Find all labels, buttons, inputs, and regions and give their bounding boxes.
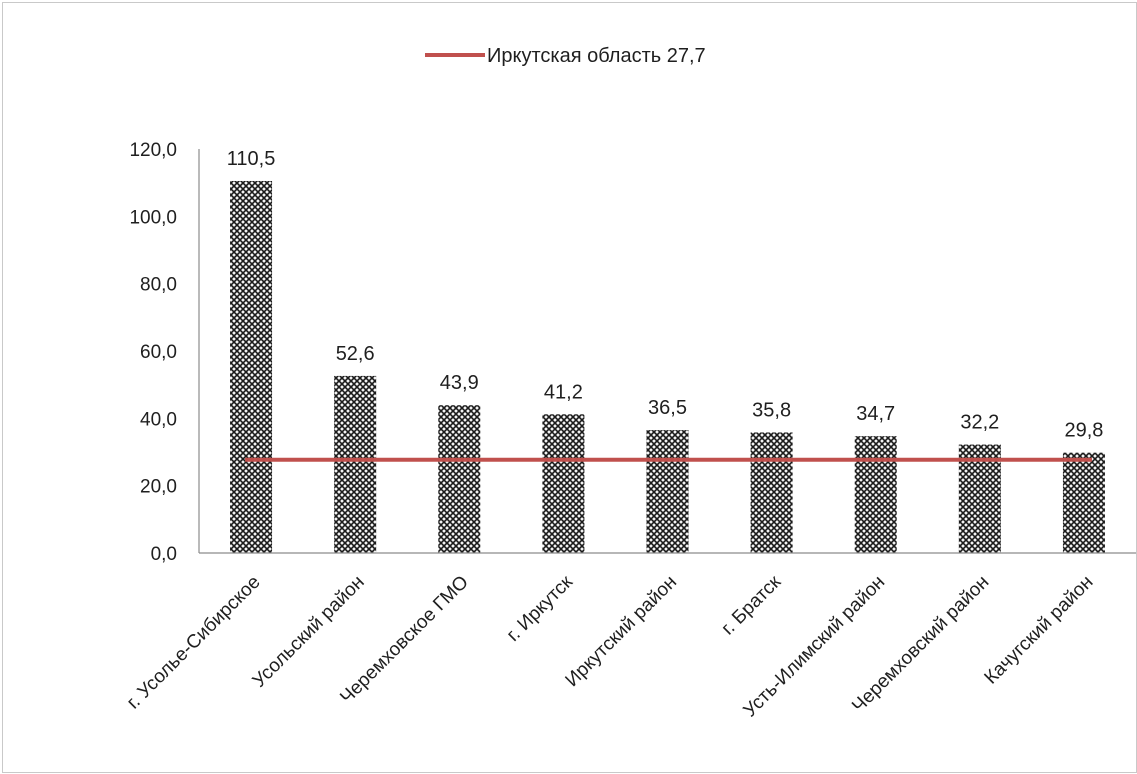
bar-8: [1062, 452, 1105, 553]
bar-4: [646, 430, 689, 553]
bar-3: [542, 414, 585, 553]
y-tick-label-5: 100,0: [129, 207, 177, 228]
y-tick-label-6: 120,0: [129, 140, 177, 161]
bar-1: [334, 375, 377, 553]
x-tick-label-4: Иркутский район: [562, 572, 681, 691]
data-labels: 110,5 52,6 43,9 41,2 36,5 35,8 34,7 32,2 29,8: [227, 148, 1104, 442]
data-label-1: 52,6: [336, 343, 375, 365]
x-tick-label-5: г. Братск: [718, 571, 786, 639]
y-tick-label-1: 20,0: [140, 477, 177, 498]
data-label-5: 35,8: [752, 399, 791, 421]
x-tick-label-3: г. Иркутск: [503, 571, 578, 646]
legend-label: Иркутская область 27,7: [487, 45, 706, 67]
y-tick-label-4: 80,0: [140, 275, 177, 296]
bar-0: [230, 180, 273, 553]
x-tick-label-1: Усольский район: [249, 572, 369, 692]
bar-5: [750, 432, 793, 553]
legend: Иркутская область 27,7: [425, 45, 706, 67]
data-label-7: 32,2: [960, 412, 999, 434]
bar-6: [854, 436, 897, 553]
x-tick-label-8: Качугский район: [981, 572, 1098, 689]
bar-7: [958, 444, 1001, 553]
y-axis-tick-labels: 0,0 20,0 40,0 60,0 80,0 100,0 120,0: [129, 140, 177, 565]
data-label-4: 36,5: [648, 397, 687, 419]
y-tick-label-3: 60,0: [140, 342, 177, 363]
bars: [230, 180, 1105, 553]
data-label-2: 43,9: [440, 372, 479, 394]
data-label-0: 110,5: [227, 148, 276, 170]
data-label-6: 34,7: [856, 403, 895, 425]
y-tick-label-0: 0,0: [151, 544, 177, 565]
data-label-8: 29,8: [1064, 420, 1103, 442]
bar-chart: Иркутская область 27,7 0,0 20,0 40,0 60,0 80…: [123, 45, 1136, 721]
y-tick-label-2: 40,0: [140, 409, 177, 430]
x-tick-label-0: г. Усолье-Сибирское: [123, 572, 265, 714]
bar-2: [438, 405, 481, 553]
data-label-3: 41,2: [544, 381, 583, 403]
